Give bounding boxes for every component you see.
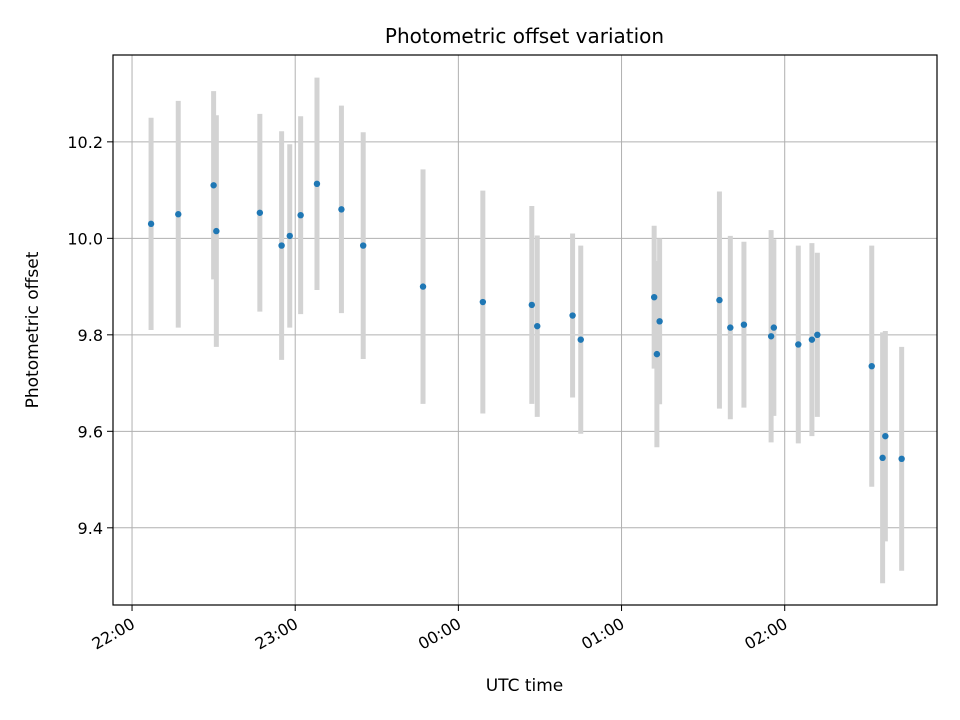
data-point (359, 242, 367, 249)
y-tick-label: 9.4 (78, 519, 103, 538)
data-point (808, 336, 816, 343)
data-point (716, 296, 723, 304)
data-point (898, 455, 905, 463)
y-tick-label: 10.2 (67, 133, 103, 152)
data-point (650, 293, 658, 301)
data-point (770, 324, 778, 331)
data-point (653, 350, 661, 358)
data-point (147, 220, 155, 228)
data-point (740, 321, 748, 328)
plot-area-frame (112, 54, 938, 606)
data-point (727, 324, 734, 331)
data-point (577, 336, 584, 343)
x-axis-label: UTC time (486, 676, 564, 696)
y-tick-label: 10.0 (67, 229, 103, 248)
y-axis-label: Photometric offset (23, 251, 43, 408)
data-point (868, 362, 875, 370)
data-point (534, 322, 541, 330)
data-point (213, 227, 220, 235)
data-point (767, 333, 775, 340)
data-point (528, 301, 535, 309)
y-axis: 9.4 9.6 9.8 10.0 10.2 (67, 133, 113, 538)
data-point (569, 312, 576, 319)
data-point (313, 180, 321, 188)
data-point (286, 232, 293, 240)
data-point (882, 432, 889, 440)
y-tick-label: 9.8 (78, 326, 103, 345)
data-point (338, 206, 345, 213)
data-point (879, 454, 886, 462)
y-tick-label: 9.6 (78, 422, 103, 441)
data-point (656, 318, 663, 325)
data-point (210, 182, 217, 189)
data-point (175, 211, 182, 218)
data-point (419, 283, 427, 290)
data-point (479, 298, 487, 306)
chart-title: Photometric offset variation (385, 24, 664, 48)
data-point (278, 242, 285, 249)
data-point (297, 211, 304, 219)
data-point (795, 341, 802, 348)
data-points (147, 180, 905, 463)
data-point (256, 209, 264, 216)
data-point (814, 331, 821, 339)
